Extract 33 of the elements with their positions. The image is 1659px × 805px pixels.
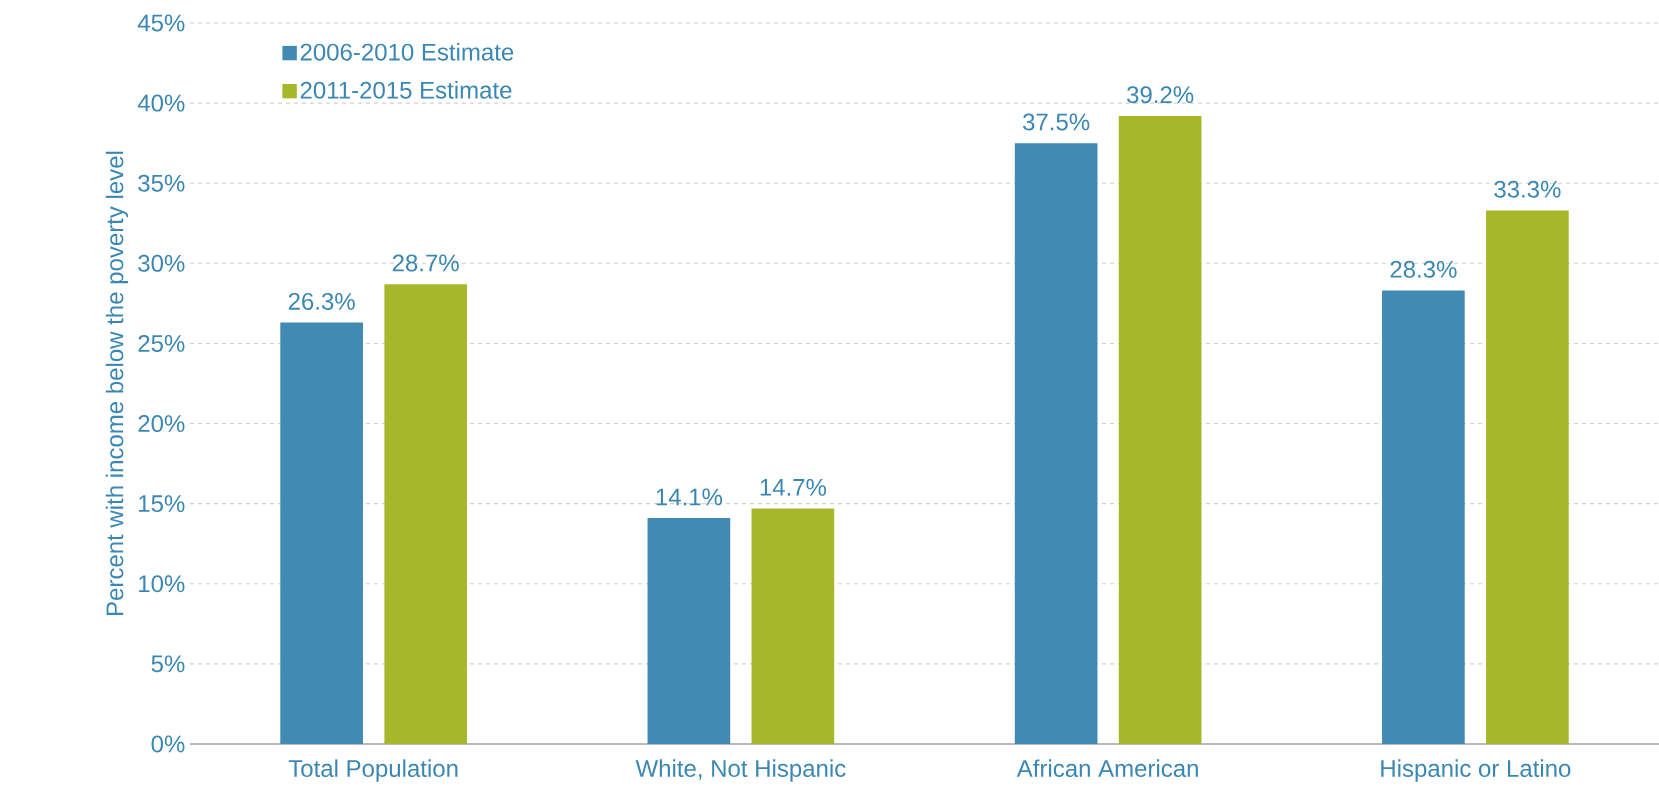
bar	[1118, 115, 1202, 744]
y-tick-label: 20%	[138, 415, 185, 433]
y-tick-label: 5%	[151, 655, 185, 673]
x-tick-label: African American	[1016, 759, 1198, 777]
legend-label: 2006-2010 Estimate	[300, 43, 514, 61]
bar	[384, 284, 467, 744]
y-tick-label: 25%	[138, 334, 185, 352]
data-label: 37.5%	[1023, 113, 1090, 131]
data-label: 14.7%	[760, 478, 827, 496]
y-tick-label: 0%	[151, 735, 185, 753]
y-tick-label: 30%	[138, 254, 185, 272]
x-tick-label: Hispanic or Latino	[1381, 759, 1571, 782]
bar	[1486, 210, 1569, 744]
bar	[1014, 143, 1098, 744]
data-label: 28.3%	[1390, 260, 1457, 278]
data-label: 26.3%	[288, 292, 355, 310]
bar	[1382, 290, 1465, 744]
y-tick-label: 15%	[139, 495, 185, 513]
y-tick-label: 35%	[138, 174, 185, 192]
y-tick-label: 40%	[137, 94, 185, 112]
data-label: 14.1%	[656, 488, 723, 506]
x-tick-label: Total Population	[288, 759, 458, 782]
y-axis-title: Percent with income below the poverty level	[105, 151, 129, 615]
bar	[751, 508, 835, 744]
data-label: 28.7%	[392, 254, 459, 272]
bar	[647, 518, 731, 744]
data-label: 39.2%	[1127, 86, 1194, 104]
data-label: 33.3%	[1494, 180, 1561, 198]
bar	[280, 322, 363, 744]
x-tick-label: White, Not Hispanic	[635, 759, 846, 782]
y-tick-label: 10%	[139, 575, 185, 593]
legend-label: 2011-2015 Estimate	[300, 81, 512, 99]
y-tick-label: 45%	[137, 14, 185, 32]
